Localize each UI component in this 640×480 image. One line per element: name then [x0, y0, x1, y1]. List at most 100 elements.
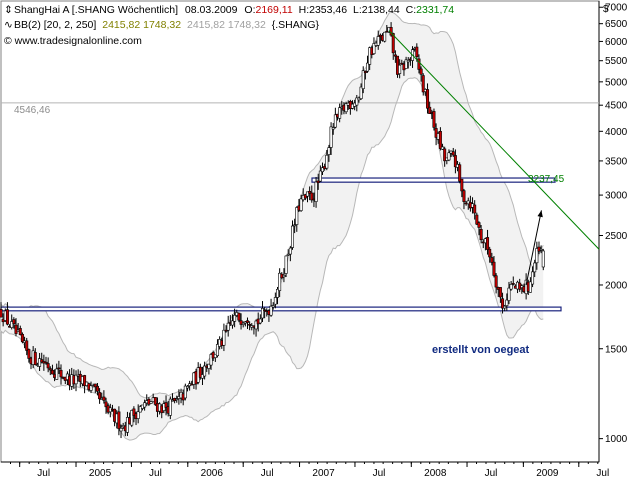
candle-down	[245, 320, 249, 323]
candle-down	[428, 106, 432, 114]
candle-down	[486, 237, 490, 250]
candle-up	[366, 62, 370, 72]
y-axis-ticks: 7000 6500 6000 5500 5000 4500 4000 3500 3000 2500…	[599, 3, 628, 445]
candle-down	[20, 333, 24, 343]
resistance-zone-box	[311, 177, 556, 183]
candle-up	[406, 60, 410, 63]
candle-up	[10, 321, 14, 328]
y-tick-label: 1000	[605, 434, 628, 445]
candle-down	[432, 111, 436, 128]
candle-up	[222, 329, 226, 346]
header-line-2: BB(2) [20, 2, 250] 2415,82 1748,32 2415,…	[14, 19, 319, 31]
candle-down	[237, 312, 241, 321]
candle-up	[447, 152, 451, 161]
candle-up	[398, 64, 402, 74]
candle-down	[153, 397, 157, 405]
candle-down	[50, 369, 54, 375]
indicator-name: BB(2) [20, 2, 250]	[14, 19, 96, 31]
candle-down	[453, 155, 457, 168]
instrument-name: ShangHai A [.SHANG Wöchentlich]	[14, 4, 178, 16]
candle-down	[494, 275, 498, 288]
candle-up	[288, 247, 292, 255]
candle-down	[14, 324, 18, 334]
indicator-values-a: 2415,82 1748,32	[102, 19, 181, 31]
candle-up	[143, 402, 147, 408]
candle-up	[539, 248, 543, 251]
candle-icon: ⇕	[4, 4, 13, 16]
candle-down	[473, 204, 477, 214]
candle-up	[333, 114, 337, 128]
candle-up	[130, 410, 134, 426]
candle-down	[308, 190, 312, 194]
support-zone-box	[0, 306, 562, 312]
y-tick-label: 4500	[605, 101, 628, 112]
candle-up	[376, 36, 380, 46]
candle-up	[286, 253, 290, 256]
candle-down	[95, 385, 99, 392]
x-tick-label: Jul	[373, 468, 386, 479]
candle-up	[293, 224, 297, 227]
candle-up	[359, 86, 363, 99]
candle-up	[282, 275, 286, 278]
candle-down	[248, 323, 252, 326]
candle-up	[331, 127, 335, 130]
candle-up	[299, 198, 303, 211]
candle-up	[38, 358, 42, 367]
chart-header: ⇕ ShangHai A [.SHANG Wöchentlich] 08.03.…	[4, 4, 454, 47]
level-label-left: 4546,46	[14, 105, 51, 116]
candle-up	[269, 305, 273, 316]
x-axis-ticks: Jul 2005 Jul 2006 Jul 2007 Jul 2008 Jul 2009 Jul	[9, 462, 609, 479]
candle-up	[207, 363, 211, 369]
candle-up	[531, 271, 535, 285]
candle-up	[372, 43, 376, 54]
y-tick-label: 2000	[605, 280, 628, 291]
candle-down	[27, 349, 31, 359]
candle-down	[393, 54, 397, 57]
candle-up	[284, 255, 288, 274]
x-tick-label: 2009	[536, 468, 559, 479]
candle-up	[361, 70, 365, 89]
candle-down	[59, 369, 63, 378]
candle-down	[477, 222, 481, 228]
candle-down	[415, 46, 419, 57]
candle-up	[404, 59, 408, 69]
open-label: O:	[244, 4, 255, 16]
x-tick-label: Jul	[37, 468, 50, 479]
x-tick-label: 2007	[312, 468, 335, 479]
candle-up	[149, 401, 153, 404]
candle-up	[295, 207, 299, 225]
candle-down	[421, 75, 425, 93]
y-tick-label: 6500	[605, 19, 628, 30]
x-tick-label: 2006	[201, 468, 224, 479]
projection-arrow-line	[525, 210, 542, 286]
credit-text: erstellt von oegeat	[432, 344, 530, 356]
open-value: 2169,11	[256, 4, 293, 16]
candle-up	[203, 365, 207, 377]
candle-down	[117, 411, 121, 430]
candle-down	[104, 401, 108, 408]
candle-down	[239, 320, 243, 325]
candle-down	[417, 58, 421, 70]
candle-up	[89, 385, 93, 391]
y-tick-label: 5000	[605, 77, 628, 88]
indicator-icon: ∿	[4, 19, 13, 31]
candle-up	[230, 320, 234, 326]
candle-up	[136, 411, 140, 419]
candle-up	[503, 305, 507, 309]
y-tick-label: 3000	[605, 191, 628, 202]
candle-up	[200, 374, 204, 379]
candle-down	[316, 180, 320, 184]
y-tick-label: 2500	[605, 231, 628, 242]
x-tick-label: Jul	[596, 468, 609, 479]
candle-up	[290, 225, 294, 248]
candle-down	[479, 228, 483, 241]
candle-up	[168, 398, 172, 416]
candle-up	[275, 289, 279, 298]
candle-up	[55, 368, 59, 380]
candle-up	[278, 272, 282, 291]
candle-up	[329, 126, 333, 148]
x-tick-label: Jul	[261, 468, 274, 479]
candle-down	[438, 131, 442, 149]
